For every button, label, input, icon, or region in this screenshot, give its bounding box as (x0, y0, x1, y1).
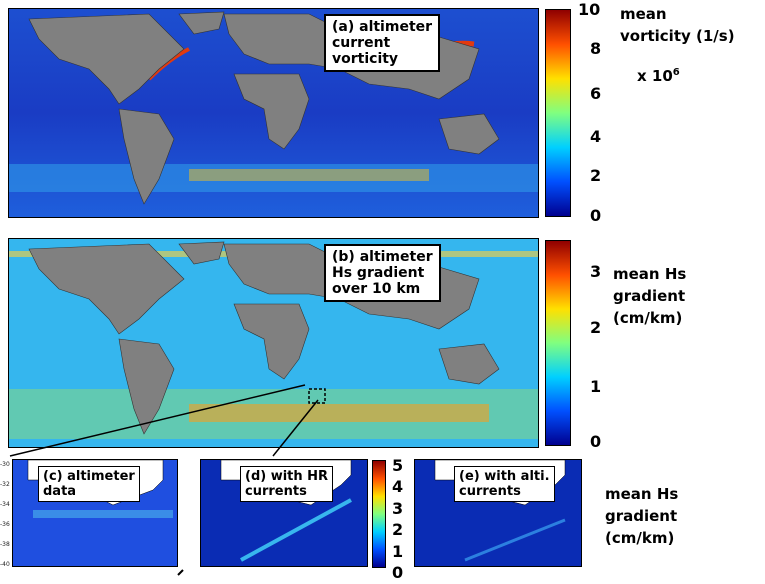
colorbar-b (545, 240, 571, 446)
colorbar-a-title: mean vorticity (1/s) (620, 5, 735, 45)
small-panels-title: mean Hs gradient (cm/km) (605, 485, 679, 547)
colorbar-small (372, 460, 386, 568)
cb-b-tick-1: 1 (590, 377, 602, 396)
hs-gradient-map (9, 239, 538, 447)
panel-e-label: (e) with alti. currents (454, 466, 555, 502)
colorbar-a-scale: x 106 (637, 67, 680, 85)
lat-tick: -38 (0, 541, 10, 548)
scale-prefix: x 10 (637, 67, 673, 85)
panel-d-label: (d) with HR currents (240, 466, 334, 502)
cb-small-tick-0: 0 (392, 563, 404, 582)
cb-a-tick-6: 6 (590, 84, 602, 103)
cb-small-tick-5: 5 (392, 456, 404, 475)
cb-small-tick-4: 4 (392, 477, 404, 496)
lat-tick: -34 (0, 501, 10, 508)
lat-tick: -30 (0, 461, 10, 468)
cb-b-tick-2: 2 (590, 318, 602, 337)
cb-small-tick-2: 2 (392, 520, 404, 539)
vorticity-map (9, 9, 538, 217)
lat-tick: -40 (0, 561, 10, 568)
map-panel-a (8, 8, 539, 218)
cb-b-tick-3: 3 (590, 262, 602, 281)
cb-a-tick-4: 4 (590, 127, 602, 146)
lat-tick: -36 (0, 521, 10, 528)
cb-a-tick-10: 10 (578, 0, 601, 19)
cb-small-tick-1: 1 (392, 542, 404, 561)
colorbar-b-title: mean Hs gradient (cm/km) (613, 265, 687, 327)
cb-a-tick-8: 8 (590, 39, 602, 58)
map-panel-b (8, 238, 539, 448)
cb-b-tick-0: 0 (590, 432, 602, 451)
panel-b-label: (b) altimeter Hs gradient over 10 km (324, 244, 441, 302)
panel-a-label: (a) altimeter current vorticity (324, 14, 441, 72)
scale-exponent: 6 (672, 67, 680, 78)
cb-a-tick-2: 2 (590, 166, 602, 185)
lat-tick: -32 (0, 481, 10, 488)
cb-small-tick-3: 3 (392, 499, 404, 518)
colorbar-a (545, 9, 571, 217)
cb-a-tick-0: 0 (590, 206, 602, 225)
panel-c-label: (c) altimeter data (38, 466, 140, 502)
